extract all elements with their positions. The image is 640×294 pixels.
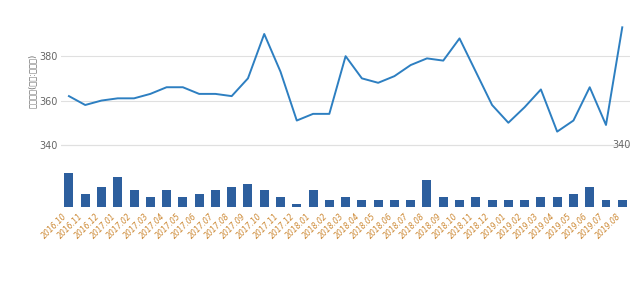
Bar: [439, 197, 448, 207]
Bar: [129, 190, 138, 207]
Bar: [357, 201, 366, 207]
Text: 340: 340: [612, 140, 630, 150]
Bar: [569, 194, 578, 207]
Bar: [97, 187, 106, 207]
Bar: [488, 201, 497, 207]
Bar: [325, 201, 334, 207]
Bar: [455, 201, 464, 207]
Bar: [374, 201, 383, 207]
Bar: [179, 197, 188, 207]
Bar: [65, 173, 74, 207]
Bar: [113, 177, 122, 207]
Bar: [585, 187, 594, 207]
Bar: [471, 197, 480, 207]
Bar: [81, 194, 90, 207]
Bar: [390, 201, 399, 207]
Bar: [308, 190, 317, 207]
Bar: [618, 201, 627, 207]
Bar: [536, 197, 545, 207]
Bar: [341, 197, 350, 207]
Bar: [406, 201, 415, 207]
Bar: [553, 197, 562, 207]
Bar: [520, 201, 529, 207]
Bar: [211, 190, 220, 207]
Bar: [146, 197, 155, 207]
Bar: [422, 180, 431, 207]
Bar: [227, 187, 236, 207]
Bar: [602, 201, 611, 207]
Bar: [243, 183, 252, 207]
Bar: [260, 190, 269, 207]
Bar: [504, 201, 513, 207]
Y-axis label: 거래금액(단위:백만원): 거래금액(단위:백만원): [28, 54, 37, 108]
Bar: [162, 190, 171, 207]
Bar: [276, 197, 285, 207]
Bar: [195, 194, 204, 207]
Bar: [292, 204, 301, 207]
